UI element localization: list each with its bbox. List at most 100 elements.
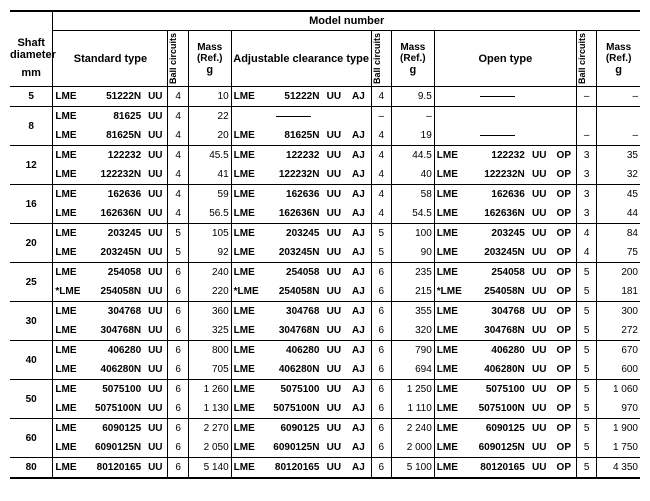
bc1: 6 xyxy=(168,438,188,458)
adj-number: 122232N xyxy=(265,165,321,185)
bc1: 6 xyxy=(168,302,188,322)
mass3: 970 xyxy=(597,399,640,419)
std-number: 162636 xyxy=(87,185,143,205)
std-uu: UU xyxy=(143,87,168,107)
adj-aj: AJ xyxy=(346,321,371,341)
bc2: – xyxy=(371,107,391,127)
open-number xyxy=(468,126,527,146)
bc3: 3 xyxy=(576,185,596,205)
open-uu: UU xyxy=(527,458,552,479)
open-prefix: LME xyxy=(434,380,468,400)
mass1: 800 xyxy=(188,341,231,361)
adj-uu: UU xyxy=(321,185,346,205)
adj-number: 203245N xyxy=(265,243,321,263)
header-model-number: Model number xyxy=(53,11,640,31)
adj-number: 5075100N xyxy=(265,399,321,419)
open-uu: UU xyxy=(527,399,552,419)
bc1: 4 xyxy=(168,185,188,205)
std-prefix: LME xyxy=(53,243,87,263)
mass3: – xyxy=(597,126,640,146)
header-bc1: Ball circuits xyxy=(168,31,188,87)
std-number: 203245 xyxy=(87,224,143,244)
adj-uu: UU xyxy=(321,87,346,107)
std-prefix: LME xyxy=(53,302,87,322)
open-uu: UU xyxy=(527,243,552,263)
open-prefix: LME xyxy=(434,360,468,380)
mass1: 45.5 xyxy=(188,146,231,166)
open-number: 203245 xyxy=(468,224,527,244)
open-uu: UU xyxy=(527,360,552,380)
header-mass2: Mass (Ref.) g xyxy=(391,31,434,87)
open-op: OP xyxy=(552,146,577,166)
adj-uu: UU xyxy=(321,438,346,458)
bc3: 4 xyxy=(576,224,596,244)
std-number: 254058N xyxy=(87,282,143,302)
adj-number: 162636 xyxy=(265,185,321,205)
std-number: 122232 xyxy=(87,146,143,166)
adj-prefix xyxy=(231,107,265,127)
adj-uu: UU xyxy=(321,360,346,380)
adj-aj: AJ xyxy=(346,282,371,302)
std-number: 406280 xyxy=(87,341,143,361)
open-op: OP xyxy=(552,341,577,361)
bc2: 4 xyxy=(371,146,391,166)
bc3: 5 xyxy=(576,360,596,380)
adj-uu: UU xyxy=(321,302,346,322)
bc1: 5 xyxy=(168,224,188,244)
adj-prefix: LME xyxy=(231,341,265,361)
bc1: 4 xyxy=(168,87,188,107)
std-number: 51222N xyxy=(87,87,143,107)
bc2: 4 xyxy=(371,126,391,146)
bc3: 5 xyxy=(576,438,596,458)
std-uu: UU xyxy=(143,341,168,361)
open-op: OP xyxy=(552,165,577,185)
open-uu xyxy=(527,126,552,146)
open-number: 304768 xyxy=(468,302,527,322)
bc3: 5 xyxy=(576,263,596,283)
bc2: 6 xyxy=(371,360,391,380)
open-op: OP xyxy=(552,263,577,283)
std-number: 162636N xyxy=(87,204,143,224)
adj-number: 406280 xyxy=(265,341,321,361)
adj-aj: AJ xyxy=(346,380,371,400)
bc2: 6 xyxy=(371,419,391,439)
bc2: 6 xyxy=(371,341,391,361)
adj-number: 5075100 xyxy=(265,380,321,400)
std-uu: UU xyxy=(143,224,168,244)
std-number: 254058 xyxy=(87,263,143,283)
bc2: 6 xyxy=(371,263,391,283)
adj-aj: AJ xyxy=(346,165,371,185)
adj-uu: UU xyxy=(321,126,346,146)
bc3: 4 xyxy=(576,243,596,263)
open-prefix: LME xyxy=(434,321,468,341)
table-row: *LME254058NUU6220*LME254058NUUAJ6215*LME… xyxy=(10,282,640,302)
open-uu xyxy=(527,107,552,127)
shaft-diameter: 12 xyxy=(10,146,53,185)
header-shaft: Shaft diameter mm xyxy=(10,11,53,87)
mass2: 235 xyxy=(391,263,434,283)
open-number: 254058N xyxy=(468,282,527,302)
mass2: 40 xyxy=(391,165,434,185)
bc1: 6 xyxy=(168,419,188,439)
open-number: 80120165 xyxy=(468,458,527,479)
std-prefix: LME xyxy=(53,87,87,107)
mass2: 100 xyxy=(391,224,434,244)
open-prefix: LME xyxy=(434,185,468,205)
open-uu: UU xyxy=(527,263,552,283)
open-uu: UU xyxy=(527,380,552,400)
adj-prefix: LME xyxy=(231,458,265,479)
adj-aj: AJ xyxy=(346,243,371,263)
bc1: 6 xyxy=(168,263,188,283)
open-number: 203245N xyxy=(468,243,527,263)
adj-prefix: LME xyxy=(231,263,265,283)
open-prefix: LME xyxy=(434,146,468,166)
adj-aj: AJ xyxy=(346,204,371,224)
mass1: 10 xyxy=(188,87,231,107)
mass2: 320 xyxy=(391,321,434,341)
mass1: 20 xyxy=(188,126,231,146)
mass2: 694 xyxy=(391,360,434,380)
open-uu: UU xyxy=(527,302,552,322)
adj-aj: AJ xyxy=(346,185,371,205)
open-op: OP xyxy=(552,224,577,244)
adj-number: 304768N xyxy=(265,321,321,341)
